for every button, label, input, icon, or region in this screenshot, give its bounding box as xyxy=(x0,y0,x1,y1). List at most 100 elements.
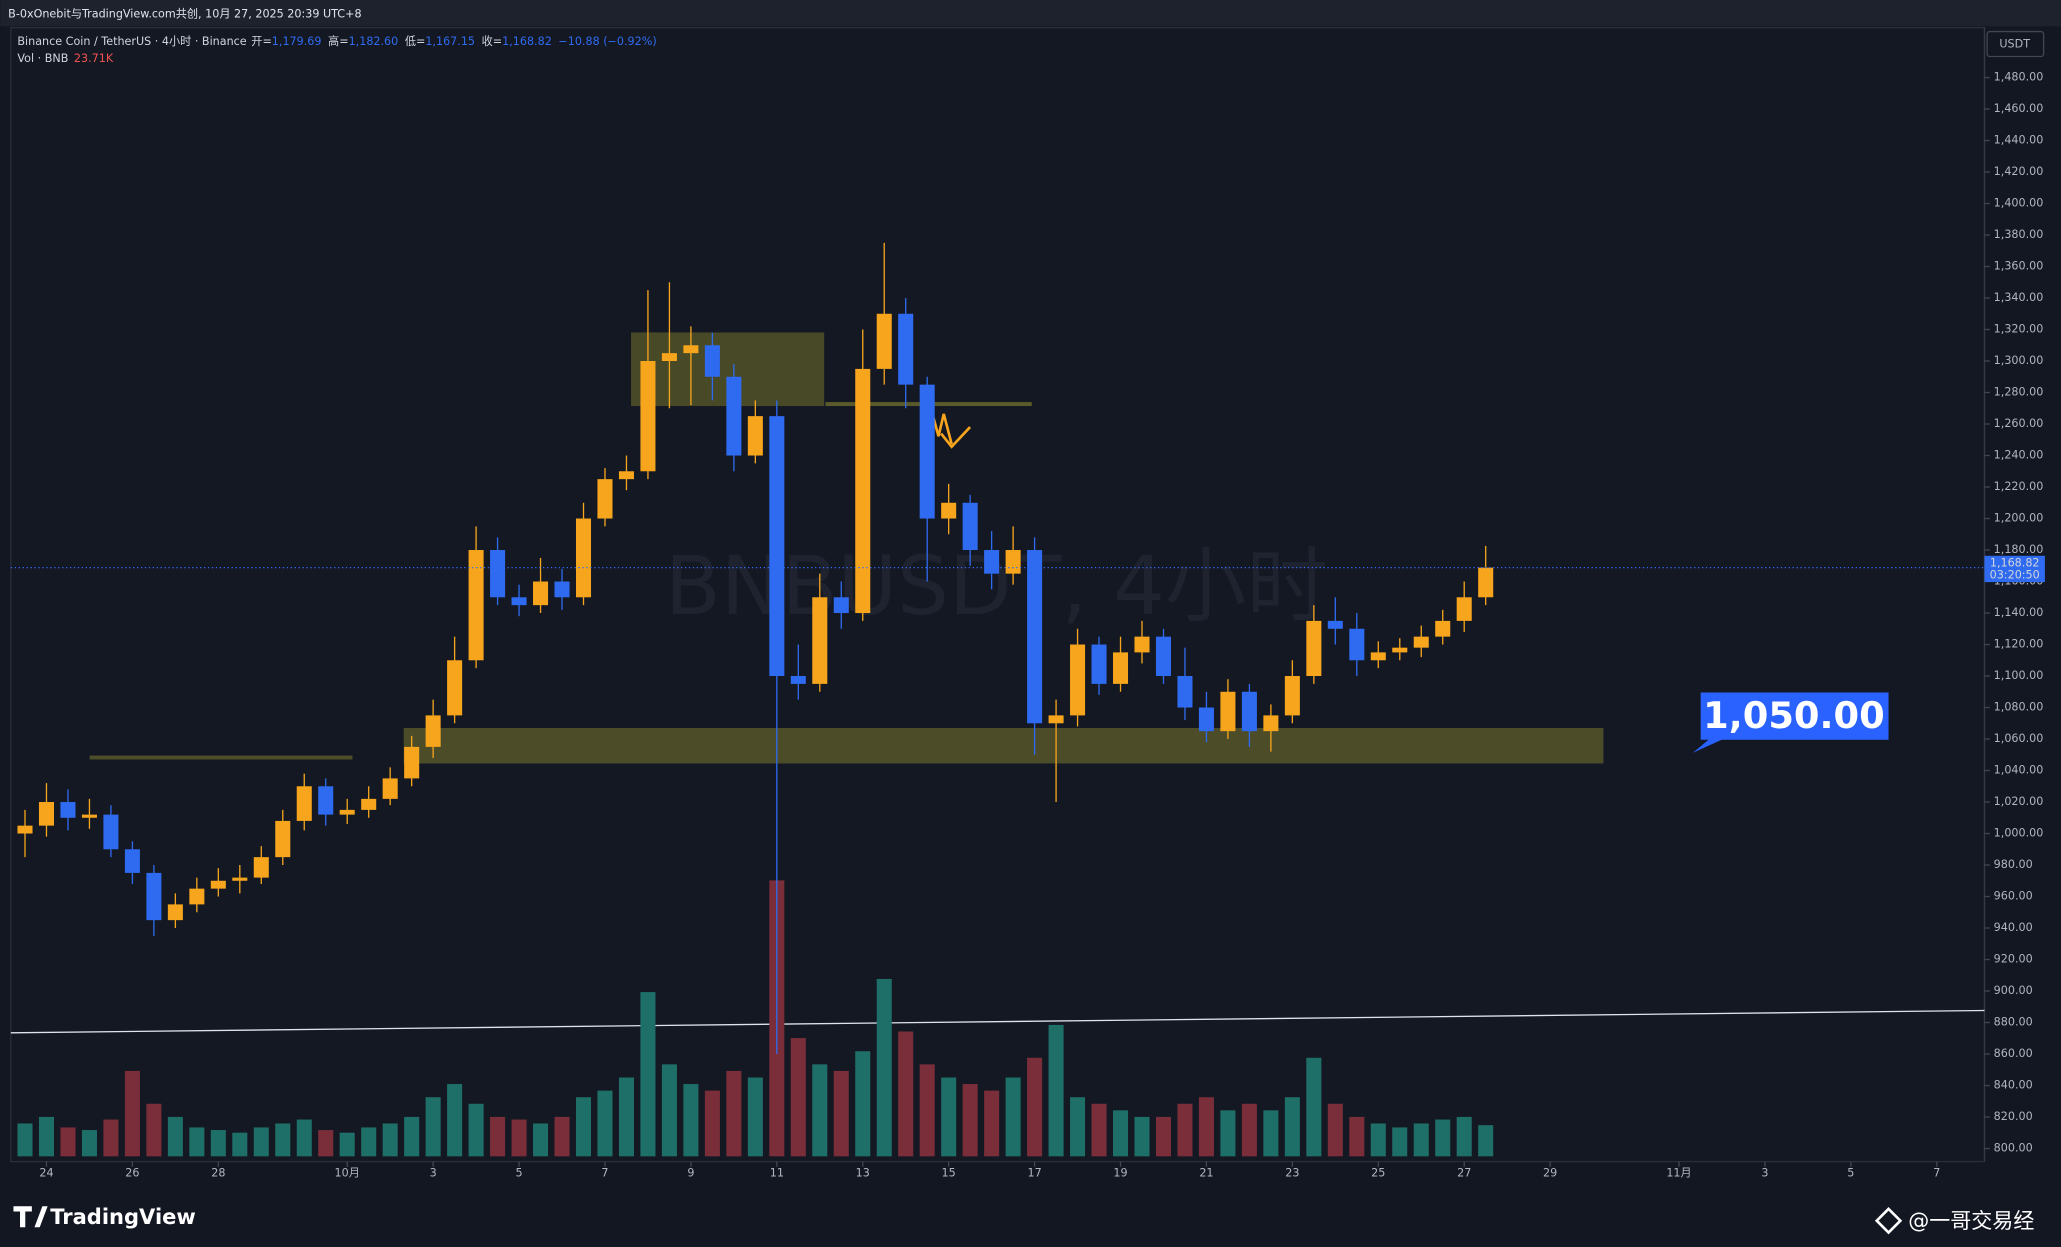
candle-body xyxy=(1198,707,1214,732)
volume-bar xyxy=(318,1130,334,1157)
brand: TradingView xyxy=(50,1204,196,1229)
volume-bar xyxy=(124,1070,140,1157)
volume-bar xyxy=(253,1127,269,1157)
x-tick-label: 24 xyxy=(39,1166,53,1179)
y-tick-label: 1,200.00 xyxy=(1994,512,2044,525)
level-callout xyxy=(1692,692,1889,753)
currency: USDT xyxy=(1999,38,2030,51)
candle-body xyxy=(1306,620,1322,677)
candle-body xyxy=(898,313,914,385)
volume-bar xyxy=(1220,1110,1236,1157)
volume-bar xyxy=(1091,1103,1107,1157)
candle-body xyxy=(1155,636,1171,677)
volume-bar xyxy=(490,1116,506,1157)
candle-body xyxy=(704,345,720,377)
candle-body xyxy=(876,313,892,369)
volume-bar xyxy=(1435,1119,1451,1157)
candle-body xyxy=(747,416,763,456)
volume-bar xyxy=(38,1116,55,1157)
x-tick-label: 3 xyxy=(1761,1166,1768,1179)
candle-body xyxy=(146,872,162,921)
volume-bar xyxy=(447,1084,463,1157)
candle-body xyxy=(60,802,76,818)
volume-bar xyxy=(941,1077,957,1157)
volume-bar xyxy=(533,1123,549,1157)
candles xyxy=(17,242,1494,1055)
volume-bar xyxy=(167,1116,183,1157)
y-tick-label: 1,140.00 xyxy=(1994,606,2044,619)
y-tick-label: 1,220.00 xyxy=(1994,480,2044,493)
candle-body xyxy=(167,904,183,921)
volume-bar xyxy=(275,1123,291,1157)
candle-body xyxy=(339,809,355,815)
y-tick-label: 1,340.00 xyxy=(1994,291,2044,304)
volume-bar xyxy=(146,1103,162,1157)
y-tick-label: 1,420.00 xyxy=(1994,165,2044,178)
volume-bar xyxy=(554,1116,570,1157)
volume-bar xyxy=(726,1070,742,1157)
candle-body xyxy=(490,550,506,598)
volume-bar xyxy=(210,1130,226,1157)
y-tick-label: 1,280.00 xyxy=(1994,386,2044,399)
volume-bar xyxy=(339,1132,355,1157)
y-tick-label: 1,100.00 xyxy=(1994,669,2044,682)
volume-bar xyxy=(1198,1097,1214,1157)
y-tick-label: 940.00 xyxy=(1994,921,2033,934)
candle-body xyxy=(103,814,119,850)
candle-body xyxy=(17,825,33,834)
candle-body xyxy=(533,581,549,606)
volume-bar xyxy=(962,1084,978,1157)
y-tick-label: 1,060.00 xyxy=(1994,732,2044,745)
candle-body xyxy=(1113,652,1129,684)
y-tick-label: 960.00 xyxy=(1994,890,2033,903)
x-tick-label: 11月 xyxy=(1666,1166,1691,1179)
y-tick-label: 800.00 xyxy=(1994,1142,2033,1155)
volume-bar xyxy=(898,1031,914,1157)
x-tick-label: 19 xyxy=(1113,1166,1127,1179)
legend-key: 开= xyxy=(251,35,272,48)
volume-bar xyxy=(919,1064,935,1157)
candle-body xyxy=(1456,597,1472,621)
x-tick-label: 25 xyxy=(1371,1166,1385,1179)
x-tick-label: 7 xyxy=(601,1166,608,1179)
candle-body xyxy=(382,778,398,799)
volume-bar xyxy=(597,1090,613,1157)
y-tick-label: 860.00 xyxy=(1994,1047,2033,1060)
candle-body xyxy=(232,877,248,881)
currency-box xyxy=(1986,30,2045,58)
candle-body xyxy=(1241,691,1257,732)
volume-bar xyxy=(60,1127,76,1157)
y-tick-label: 1,360.00 xyxy=(1994,260,2044,273)
candle-body xyxy=(275,820,291,858)
legend-key: 收= xyxy=(482,34,503,48)
support-zone xyxy=(403,727,1604,764)
volume-bar xyxy=(1048,1024,1064,1157)
last-price-label: 1,168.82 xyxy=(1990,557,2040,570)
candle-body xyxy=(404,746,420,779)
legend-key: 低= xyxy=(405,35,426,48)
candle-body xyxy=(554,581,570,598)
candle-body xyxy=(1370,652,1386,661)
volume-bar xyxy=(1327,1103,1343,1157)
top-bar xyxy=(0,0,2061,27)
volume-bar xyxy=(790,1038,806,1157)
y-tick-label: 840.00 xyxy=(1994,1079,2033,1092)
volume-bar xyxy=(232,1132,248,1157)
header: B-0xOnebit与TradingView.com共创, 10月 27, 20… xyxy=(8,7,361,20)
candle-body xyxy=(597,479,613,519)
candle-body xyxy=(1392,647,1408,653)
candle-body xyxy=(962,502,978,551)
y-tick-label: 820.00 xyxy=(1994,1110,2033,1123)
candle-body xyxy=(38,802,55,826)
y-tick-label: 900.00 xyxy=(1994,984,2033,997)
x-tick-label: 27 xyxy=(1457,1166,1471,1179)
candle-body xyxy=(425,715,441,747)
y-tick-label: 1,120.00 xyxy=(1994,638,2044,651)
candle-body xyxy=(618,471,634,480)
volume-bar xyxy=(1306,1057,1322,1157)
volume-value: 23.71K xyxy=(74,52,114,65)
candle-body xyxy=(683,345,699,354)
volume-bar xyxy=(984,1090,1000,1157)
y-tick-label: 1,380.00 xyxy=(1994,228,2044,241)
volume-bar xyxy=(1370,1123,1386,1157)
